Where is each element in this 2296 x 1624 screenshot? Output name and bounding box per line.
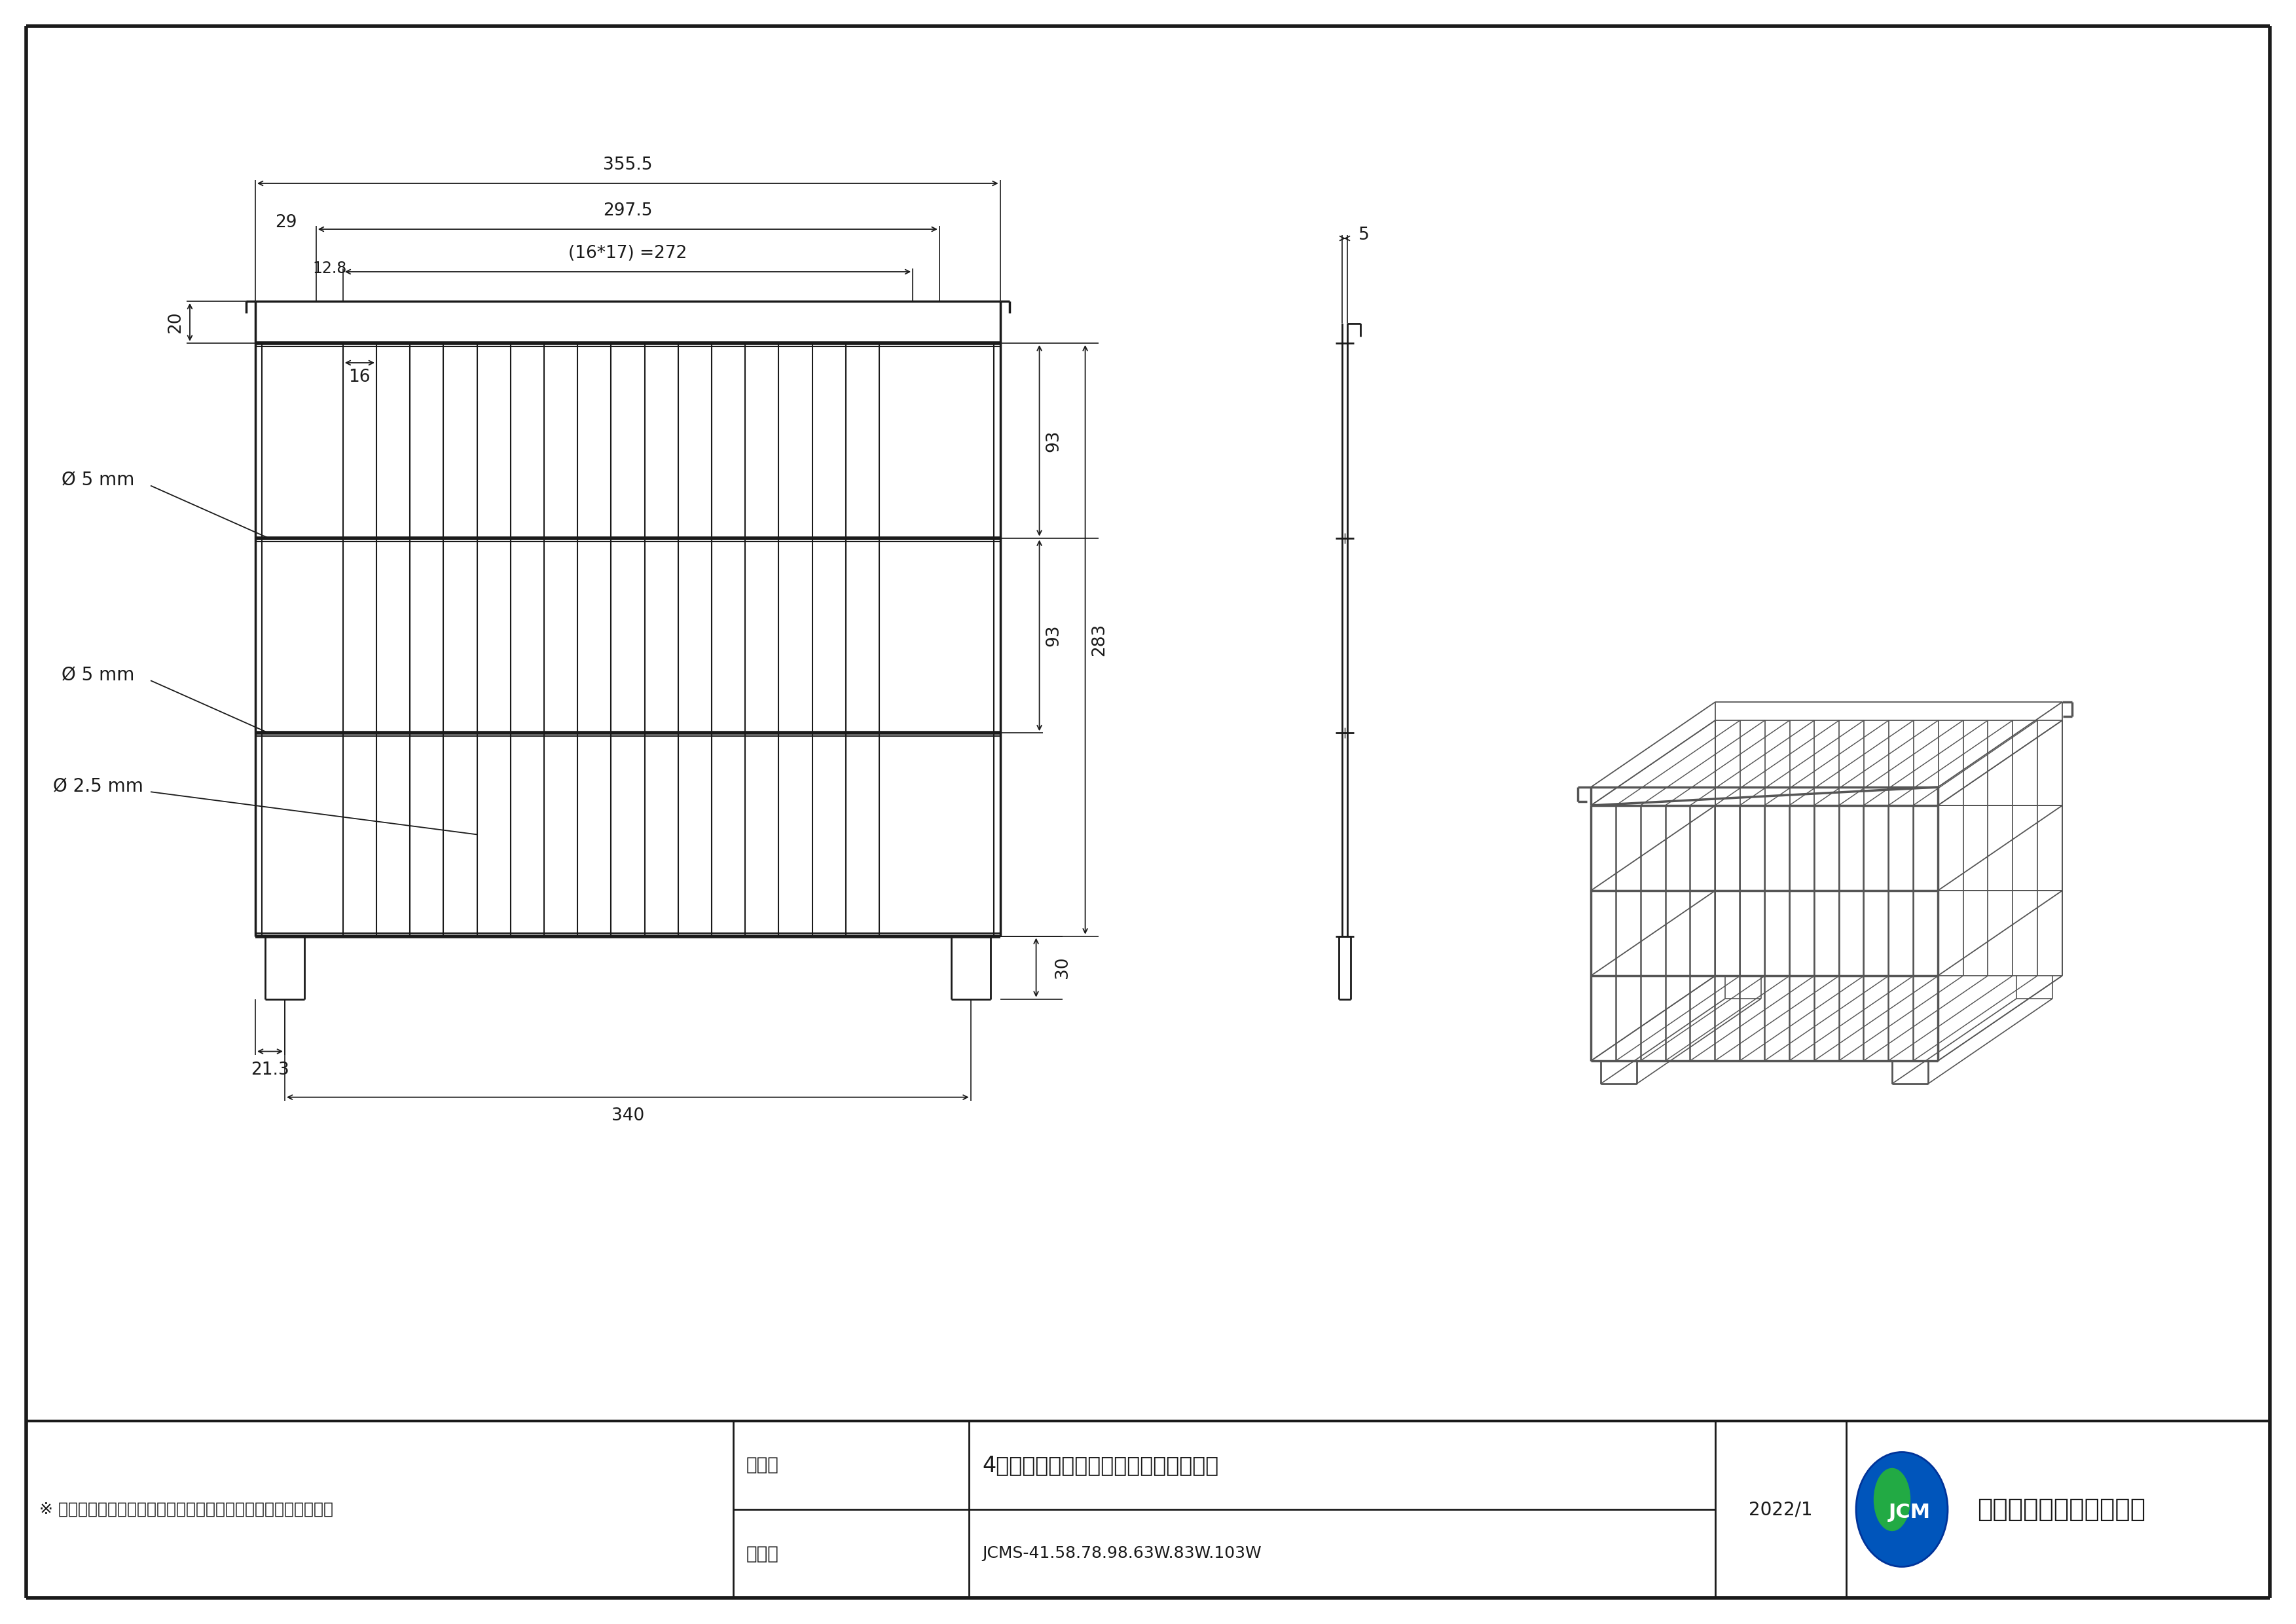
Text: (16*17) =272: (16*17) =272 [569, 245, 687, 261]
Text: 21.3: 21.3 [250, 1060, 289, 1078]
Text: 4面ガラス冷蔵ショーケース　専用網棚: 4面ガラス冷蔵ショーケース 専用網棚 [983, 1455, 1219, 1476]
Text: 30: 30 [1054, 957, 1070, 979]
Text: ※ 承認図の仕様は改良のため予告なく変更する場合がございます: ※ 承認図の仕様は改良のため予告なく変更する場合がございます [39, 1502, 333, 1517]
Text: 株式会社ジェーシーエム: 株式会社ジェーシーエム [1977, 1497, 2144, 1522]
Text: 2022/1: 2022/1 [1750, 1501, 1814, 1518]
Text: 297.5: 297.5 [604, 203, 652, 219]
Text: 型　番: 型 番 [746, 1544, 778, 1562]
Text: 5: 5 [1359, 227, 1368, 244]
Text: 16: 16 [349, 369, 370, 387]
Text: 93: 93 [1045, 625, 1063, 646]
Ellipse shape [1855, 1452, 1947, 1567]
Text: 283: 283 [1091, 624, 1109, 656]
Text: Ø 5 mm: Ø 5 mm [62, 666, 135, 684]
Text: JCMS-41.58.78.98.63W.83W.103W: JCMS-41.58.78.98.63W.83W.103W [983, 1546, 1261, 1561]
Text: 355.5: 355.5 [604, 156, 652, 174]
Text: 20: 20 [168, 312, 184, 333]
Text: 製品名: 製品名 [746, 1457, 778, 1475]
Text: 340: 340 [611, 1108, 645, 1124]
Text: 93: 93 [1045, 430, 1063, 451]
Text: JCM: JCM [1890, 1504, 1931, 1522]
Text: 12.8: 12.8 [312, 260, 347, 276]
Text: Ø 2.5 mm: Ø 2.5 mm [53, 778, 142, 796]
Text: 29: 29 [276, 214, 296, 231]
Text: Ø 5 mm: Ø 5 mm [62, 471, 135, 489]
Ellipse shape [1874, 1468, 1910, 1531]
